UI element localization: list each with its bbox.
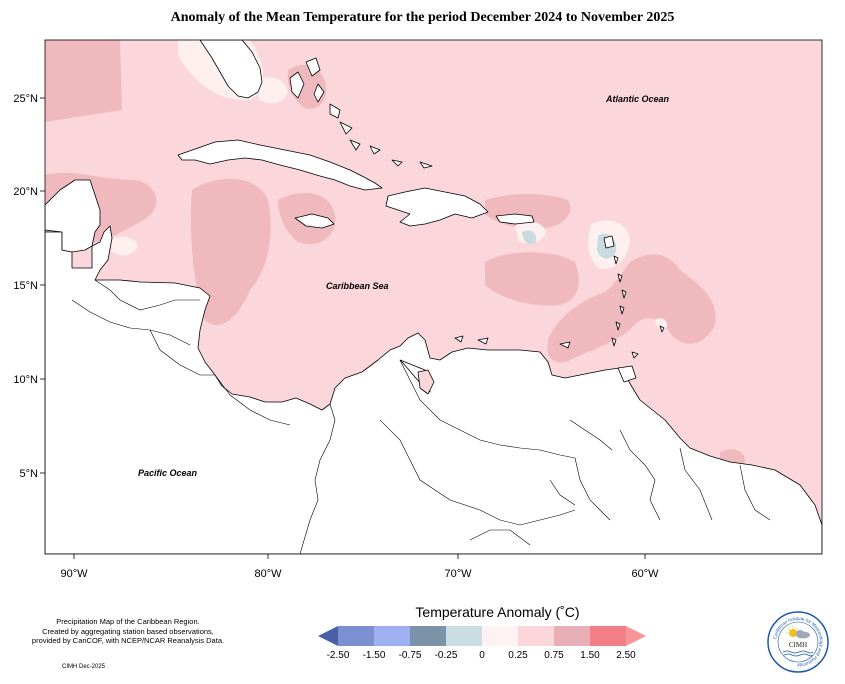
lat-tick-5: 5°N xyxy=(20,468,45,480)
legend-swatch xyxy=(338,626,374,646)
legend-title: Temperature Anomaly (˚C) xyxy=(415,604,580,620)
label-pacific-ocean: Pacific Ocean xyxy=(138,468,198,478)
legend-swatches xyxy=(318,626,646,646)
land-puerto-rico xyxy=(495,213,535,225)
logo-name: CIMH xyxy=(789,641,807,649)
legend-swatch xyxy=(374,626,410,646)
land-central-south-america xyxy=(45,225,822,554)
legend-swatch xyxy=(518,626,554,646)
legend-ticks: -2.50 -1.50 -0.75 -0.25 0 0.25 0.75 1.50 2.50 xyxy=(327,650,637,661)
cloud-icon xyxy=(796,630,810,639)
lat-tick-10: 10°N xyxy=(13,374,45,386)
legend-tick-label: 0 xyxy=(479,650,485,661)
lon-tick-label: 70°W xyxy=(444,568,472,580)
lat-tick-label: 20°N xyxy=(13,186,38,198)
lat-tick-label: 15°N xyxy=(13,280,38,292)
land-florida xyxy=(199,40,263,99)
lat-tick-15: 15°N xyxy=(13,280,45,292)
info-line-1: Precipitation Map of the Caribbean Regio… xyxy=(56,617,200,626)
lake-maracaibo xyxy=(417,369,435,395)
label-atlantic-ocean: Atlantic Ocean xyxy=(605,94,670,104)
legend-swatch xyxy=(482,626,518,646)
land-hispaniola xyxy=(385,187,489,227)
legend-swatch xyxy=(590,626,626,646)
land-yucatan xyxy=(45,179,101,253)
lon-tick-label: 90°W xyxy=(60,568,88,580)
legend-tick-label: -0.75 xyxy=(399,650,422,661)
legend-tick-label: -1.50 xyxy=(363,650,386,661)
map-area xyxy=(45,40,822,554)
map-frame xyxy=(44,39,823,555)
color-legend: -2.50 -1.50 -0.75 -0.25 0 0.25 0.75 1.50 2.50 xyxy=(318,626,646,661)
sun-icon xyxy=(786,626,799,637)
coastlines xyxy=(45,40,822,554)
country-borders xyxy=(71,279,771,554)
cimh-logo: Caribbean Institute for Meteorology and … xyxy=(767,611,829,673)
lat-tick-label: 5°N xyxy=(20,468,39,480)
map-title: Anomaly of the Mean Temperature for the … xyxy=(170,10,675,25)
waves-icon xyxy=(782,650,814,657)
lon-tick-label: 60°W xyxy=(631,568,659,580)
lon-tick-60: 60°W xyxy=(631,554,659,580)
lat-tick-label: 25°N xyxy=(13,93,38,105)
label-caribbean-sea: Caribbean Sea xyxy=(326,281,389,291)
land-bahamas xyxy=(289,57,433,169)
info-line-3: provided by CariCOF, with NCEP/NCAR Rean… xyxy=(31,636,225,645)
info-line-2: Created by aggregating station based obs… xyxy=(42,626,214,636)
lon-tick-80: 80°W xyxy=(254,554,282,580)
lat-tick-25: 25°N xyxy=(13,93,45,105)
legend-swatch xyxy=(626,626,646,646)
land-lesser-antilles xyxy=(603,235,665,359)
legend-swatch xyxy=(554,626,590,646)
land-trinidad xyxy=(617,365,637,383)
map-info: Precipitation Map of the Caribbean Regio… xyxy=(8,617,248,646)
lat-tick-label: 10°N xyxy=(13,374,38,386)
legend-swatch xyxy=(410,626,446,646)
legend-tick-label: 0.25 xyxy=(508,650,528,661)
lon-axis: 90°W 80°W 70°W 60°W xyxy=(60,554,659,580)
lon-tick-label: 80°W xyxy=(254,568,282,580)
temperature-anomaly-map: Atlantic Ocean Caribbean Sea Pacific Oce… xyxy=(13,39,823,580)
land-jamaica xyxy=(294,213,335,229)
legend-tick-label: 0.75 xyxy=(544,650,564,661)
lon-tick-70: 70°W xyxy=(444,554,472,580)
legend-swatch xyxy=(318,626,338,646)
land-cuba xyxy=(177,139,383,191)
legend-tick-label: -0.25 xyxy=(435,650,458,661)
lat-tick-20: 20°N xyxy=(13,186,45,198)
legend-tick-label: -2.50 xyxy=(327,650,350,661)
legend-swatch xyxy=(446,626,482,646)
legend-tick-label: 1.50 xyxy=(580,650,600,661)
info-credit: CIMH Dec-2025 xyxy=(62,664,106,670)
lon-tick-90: 90°W xyxy=(60,554,88,580)
lat-axis: 25°N 20°N 15°N 10°N 5°N xyxy=(13,93,45,480)
legend-tick-label: 2.50 xyxy=(616,650,636,661)
